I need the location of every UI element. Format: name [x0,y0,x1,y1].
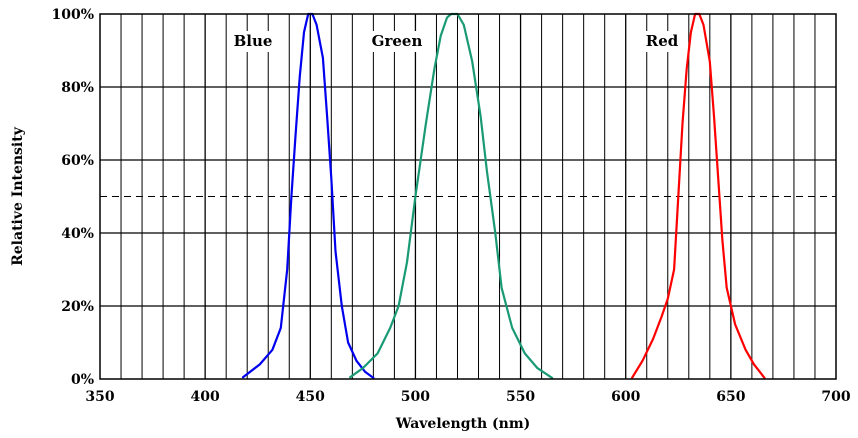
series-label-blue: Blue [230,31,276,52]
series-label-background [230,31,276,52]
y-tick-labels: 0% 20% 40% 60% 80% 100% [51,7,94,388]
x-tick-label: 350 [85,389,114,405]
x-tick-label: 450 [296,389,325,405]
series-label-background [643,31,681,52]
series-label-text: Green [372,32,423,50]
series-label-red: Red [643,31,681,52]
y-tick-label: 80% [61,80,94,96]
series-label-green: Green [369,31,425,52]
series-labels: Blue Green Red [230,31,681,52]
x-tick-label: 500 [401,389,430,405]
y-tick-label: 40% [61,226,94,242]
plot-frame [99,13,837,380]
x-tick-label: 650 [716,389,745,405]
y-tick-label: 0% [71,372,94,388]
x-tick-label: 600 [611,389,640,405]
series-label-background [369,31,425,52]
series-line-green [349,12,554,379]
series-line-blue [241,12,375,379]
series-group [241,12,766,379]
x-tick-label: 550 [506,389,535,405]
y-axis-title: Relative Intensity [10,126,26,266]
x-tick-label: 400 [191,389,220,405]
y-tick-label: 60% [61,153,94,169]
series-label-text: Red [646,32,679,50]
horizontal-gridlines [100,86,836,307]
x-axis-title: Wavelength (nm) [395,416,531,432]
x-tick-labels: 350 400 450 500 550 600 650 700 [85,389,850,405]
y-tick-label: 20% [61,299,94,315]
y-tick-label: 100% [51,7,94,23]
series-label-text: Blue [234,32,273,50]
x-tick-label: 700 [821,389,850,405]
series-line-red [630,12,766,379]
